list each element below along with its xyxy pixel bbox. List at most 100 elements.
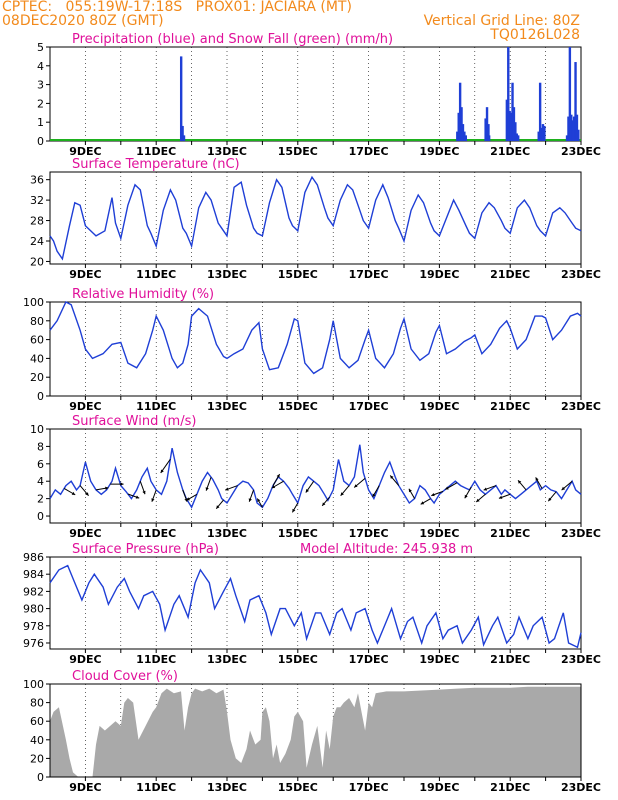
y-tick-label: 100 xyxy=(23,678,44,691)
x-tick-label: 13DEC xyxy=(207,145,247,158)
wind-arrow-head xyxy=(305,489,309,493)
x-tick-label: 9DEC xyxy=(69,781,101,794)
precip-bar xyxy=(182,135,186,141)
precip-bar xyxy=(541,124,545,141)
panel-title: Cloud Cover (%) xyxy=(72,669,178,684)
panel-title: Relative Humidity (%) xyxy=(72,287,214,302)
precip-bar xyxy=(540,127,543,141)
y-tick-label: 60 xyxy=(30,334,44,347)
series-line-temp xyxy=(49,175,582,261)
y-tick-label: 978 xyxy=(23,620,44,633)
panel-rh: 9DEC 11DEC 13DEC 15DEC 17DEC 19DEC 21DEC 23DEC 0… xyxy=(23,287,601,413)
precip-bar xyxy=(464,135,467,141)
y-tick-label: 980 xyxy=(23,603,44,616)
wind-arrow-head xyxy=(142,490,146,495)
x-tick-label: 11DEC xyxy=(136,527,176,540)
precip-bar xyxy=(485,107,489,141)
x-tick-label: 19DEC xyxy=(419,653,459,666)
precip-bar xyxy=(505,99,509,141)
y-tick-label: 80 xyxy=(30,697,44,710)
x-tick-label: 15DEC xyxy=(278,527,318,540)
x-tick-label: 21DEC xyxy=(490,400,530,413)
x-tick-label: 13DEC xyxy=(207,527,247,540)
panel-temp: 9DEC 11DEC 13DEC 15DEC 17DEC 19DEC 21DEC 23DEC 2… xyxy=(30,157,601,281)
wind-arrow-head xyxy=(105,486,109,490)
wind-arrow-head xyxy=(408,488,412,493)
wind-arrow-head xyxy=(225,487,229,491)
y-tick-label: 0 xyxy=(37,390,44,403)
wind-arrow-head xyxy=(548,497,552,502)
wind-arrow-head xyxy=(184,498,188,502)
x-tick-label: 9DEC xyxy=(69,653,101,666)
x-tick-label: 23DEC xyxy=(561,400,601,413)
x-tick-label: 9DEC xyxy=(69,527,101,540)
wind-arrow-head xyxy=(372,493,376,497)
y-tick-label: 0 xyxy=(37,135,44,148)
x-tick-label: 23DEC xyxy=(561,653,601,666)
x-tick-label: 11DEC xyxy=(136,268,176,281)
wind-arrow-head xyxy=(216,505,220,509)
y-tick-label: 4 xyxy=(37,475,44,488)
x-tick-label: 17DEC xyxy=(349,653,389,666)
precip-bar xyxy=(457,112,460,141)
precip-bar xyxy=(512,107,516,141)
y-tick-label: 0 xyxy=(37,771,44,784)
wind-arrow-head xyxy=(390,475,394,479)
precip-bar xyxy=(572,116,576,141)
wind-arrow-head xyxy=(120,482,124,486)
y-tick-label: 60 xyxy=(30,715,44,728)
precip-bar xyxy=(458,82,462,141)
wind-arrow-head xyxy=(498,495,503,499)
y-tick-label: 10 xyxy=(30,423,44,436)
wind-arrow-head xyxy=(354,484,358,488)
plot-frame-pres xyxy=(49,556,582,650)
panel-title: Surface Wind (m/s) xyxy=(72,414,196,429)
precip-bar xyxy=(463,131,466,141)
y-tick-label: 24 xyxy=(30,235,44,248)
plot-frame-temp xyxy=(49,171,582,265)
y-tick-label: 40 xyxy=(30,352,44,365)
panel-title: Surface Temperature (nC) xyxy=(72,157,240,172)
y-tick-label: 100 xyxy=(23,296,44,309)
x-tick-label: 21DEC xyxy=(490,145,530,158)
wind-arrow-head xyxy=(431,493,435,497)
panel-title: Precipitation (blue) and Snow Fall (gree… xyxy=(72,32,393,47)
y-tick-label: 982 xyxy=(23,585,44,598)
wind-arrow-head xyxy=(483,487,488,491)
x-tick-label: 11DEC xyxy=(136,145,176,158)
y-tick-label: 80 xyxy=(30,315,44,328)
plot-frame-overlay xyxy=(49,683,582,778)
plot-frame-wind xyxy=(49,428,582,524)
precip-bar xyxy=(507,47,510,141)
header-run-code: TQ0126L028 xyxy=(490,27,580,43)
precip-bar xyxy=(543,125,546,141)
x-tick-label: 23DEC xyxy=(561,527,601,540)
wind-arrow-head xyxy=(561,486,565,491)
precip-bar xyxy=(568,47,572,141)
y-tick-label: 6 xyxy=(37,458,44,471)
x-tick-label: 9DEC xyxy=(69,400,101,413)
x-tick-label: 15DEC xyxy=(278,268,318,281)
panel-cloud: 9DEC 11DEC 13DEC 15DEC 17DEC 19DEC 21DEC 23DEC 0… xyxy=(23,669,601,794)
x-tick-label: 17DEC xyxy=(349,268,389,281)
precip-bar xyxy=(484,118,487,141)
x-tick-label: 11DEC xyxy=(136,653,176,666)
y-tick-label: 4 xyxy=(37,60,44,73)
precip-bar xyxy=(181,125,184,141)
precip-bar xyxy=(461,124,465,141)
x-tick-label: 9DEC xyxy=(69,268,101,281)
x-tick-label: 17DEC xyxy=(349,527,389,540)
precip-bar xyxy=(179,56,183,141)
wind-arrow-head xyxy=(420,501,425,505)
x-tick-label: 17DEC xyxy=(349,145,389,158)
series-line-wind xyxy=(49,444,582,509)
wind-arrow-head xyxy=(276,474,280,478)
y-tick-label: 36 xyxy=(30,174,44,187)
wind-arrow-head xyxy=(248,498,252,502)
x-tick-label: 21DEC xyxy=(490,527,530,540)
x-tick-label: 19DEC xyxy=(419,527,459,540)
x-tick-label: 23DEC xyxy=(561,781,601,794)
panel-wind: 9DEC 11DEC 13DEC 15DEC 17DEC 19DEC 21DEC 23DEC 0… xyxy=(30,414,601,540)
wind-arrow-head xyxy=(535,477,539,481)
precip-bar xyxy=(538,82,542,141)
